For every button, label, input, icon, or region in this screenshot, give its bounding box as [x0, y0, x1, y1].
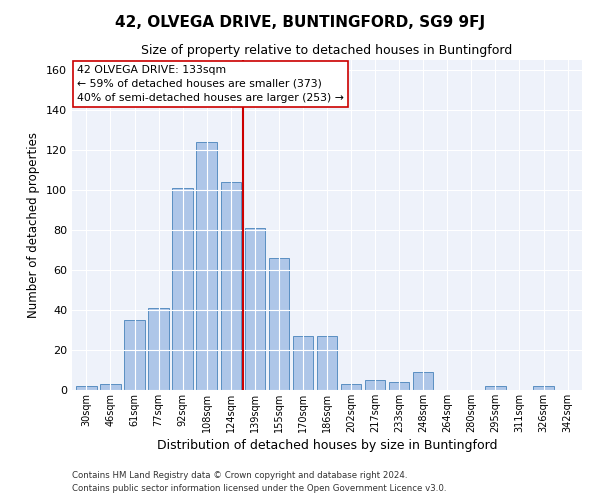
Bar: [317, 336, 337, 390]
Y-axis label: Number of detached properties: Number of detached properties: [28, 132, 40, 318]
Text: 42, OLVEGA DRIVE, BUNTINGFORD, SG9 9FJ: 42, OLVEGA DRIVE, BUNTINGFORD, SG9 9FJ: [115, 15, 485, 30]
Bar: [413, 372, 433, 390]
Text: Contains HM Land Registry data © Crown copyright and database right 2024.: Contains HM Land Registry data © Crown c…: [72, 470, 407, 480]
Bar: [172, 188, 193, 390]
Bar: [389, 382, 409, 390]
Bar: [365, 380, 385, 390]
Bar: [100, 384, 121, 390]
Bar: [533, 386, 554, 390]
Bar: [269, 258, 289, 390]
Bar: [124, 320, 145, 390]
Bar: [293, 336, 313, 390]
Bar: [196, 142, 217, 390]
Bar: [76, 386, 97, 390]
Bar: [341, 384, 361, 390]
Bar: [221, 182, 241, 390]
Title: Size of property relative to detached houses in Buntingford: Size of property relative to detached ho…: [142, 44, 512, 58]
Text: 42 OLVEGA DRIVE: 133sqm
← 59% of detached houses are smaller (373)
40% of semi-d: 42 OLVEGA DRIVE: 133sqm ← 59% of detache…: [77, 65, 344, 103]
Bar: [485, 386, 506, 390]
X-axis label: Distribution of detached houses by size in Buntingford: Distribution of detached houses by size …: [157, 439, 497, 452]
Bar: [245, 228, 265, 390]
Bar: [148, 308, 169, 390]
Text: Contains public sector information licensed under the Open Government Licence v3: Contains public sector information licen…: [72, 484, 446, 493]
